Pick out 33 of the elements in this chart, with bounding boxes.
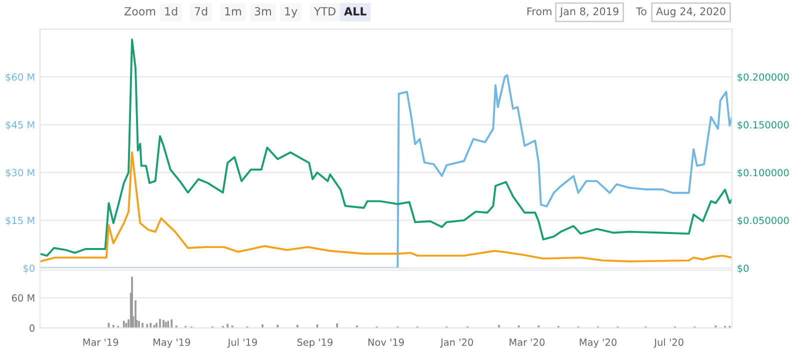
y2-tick-label: $0 bbox=[738, 264, 749, 274]
text: 1y bbox=[285, 7, 298, 18]
y-tick-label: 0 bbox=[30, 324, 34, 332]
y2-tick-label: $0.200000 bbox=[738, 73, 789, 82]
y-tick-label: 60 M bbox=[12, 294, 34, 302]
y-tick-label: $15 M bbox=[6, 216, 34, 226]
x-tick-label: Nov '19 bbox=[368, 338, 404, 346]
text: Aug 24, 2020 bbox=[656, 7, 726, 18]
text: From bbox=[527, 8, 552, 16]
x-tick-label: Sep '19 bbox=[297, 338, 332, 348]
text: 3m bbox=[254, 7, 271, 16]
y2-tick-label: $0.100000 bbox=[738, 168, 789, 178]
text: Jan 8, 2019 bbox=[559, 7, 618, 18]
text: YTD bbox=[314, 7, 336, 16]
x-tick-label: Jul '19 bbox=[227, 338, 257, 348]
text: Zoom bbox=[124, 7, 156, 16]
y-tick-label: $45 M bbox=[6, 120, 34, 130]
text: To bbox=[636, 8, 646, 16]
x-tick-label: May '20 bbox=[580, 338, 616, 348]
text: 1d bbox=[165, 6, 178, 16]
x-tick-label: Jan '20 bbox=[440, 338, 473, 348]
x-tick-label: Mar '19 bbox=[83, 338, 118, 346]
text: 7d bbox=[194, 6, 208, 16]
y-tick-label: $0 bbox=[24, 264, 34, 274]
y-tick-label: $30 M bbox=[6, 168, 34, 178]
x-tick-label: Mar '20 bbox=[510, 338, 545, 346]
y-tick-label: $60 M bbox=[6, 73, 34, 82]
x-tick-label: Jul '20 bbox=[654, 338, 684, 348]
y2-tick-label: $0.150000 bbox=[738, 120, 789, 130]
text: ALL bbox=[344, 7, 366, 16]
y2-tick-label: $0.050000 bbox=[738, 216, 789, 226]
x-tick-label: May '19 bbox=[153, 338, 190, 348]
text: 1m bbox=[225, 7, 241, 16]
